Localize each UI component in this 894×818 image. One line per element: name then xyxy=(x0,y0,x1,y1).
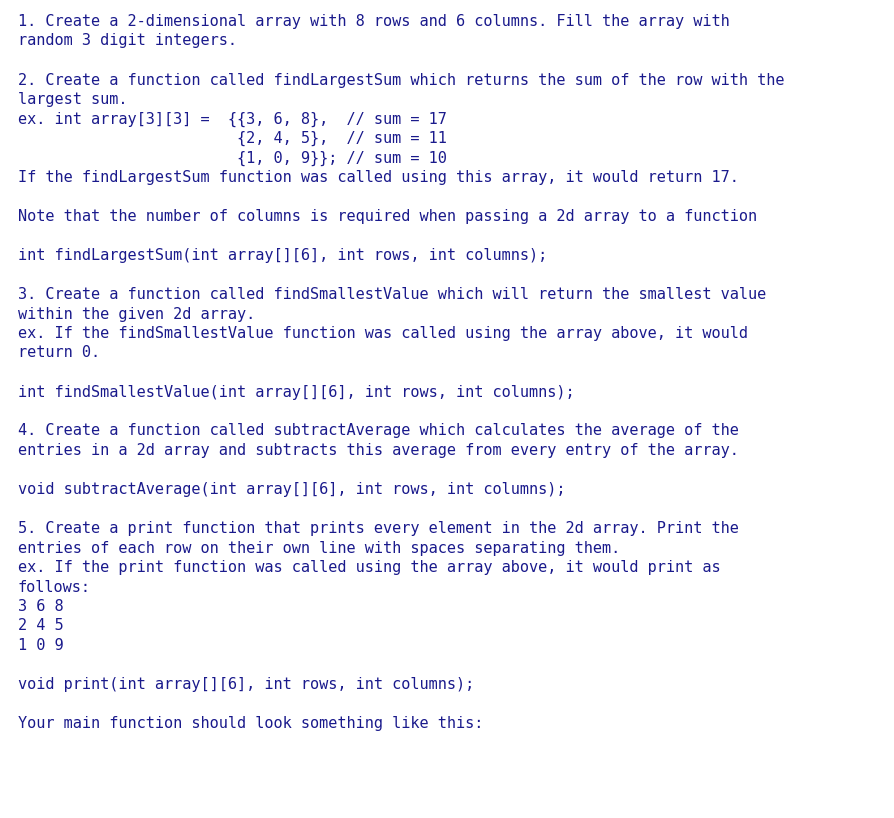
Text: 2 4 5: 2 4 5 xyxy=(18,618,63,633)
Text: If the findLargestSum function was called using this array, it would return 17.: If the findLargestSum function was calle… xyxy=(18,170,738,185)
Text: int findLargestSum(int array[][6], int rows, int columns);: int findLargestSum(int array[][6], int r… xyxy=(18,248,546,263)
Text: entries in a 2d array and subtracts this average from every entry of the array.: entries in a 2d array and subtracts this… xyxy=(18,443,738,458)
Text: Your main function should look something like this:: Your main function should look something… xyxy=(18,716,483,731)
Text: return 0.: return 0. xyxy=(18,345,100,361)
Text: within the given 2d array.: within the given 2d array. xyxy=(18,307,255,321)
Text: follows:: follows: xyxy=(18,579,91,595)
Text: 3 6 8: 3 6 8 xyxy=(18,599,63,614)
Text: ex. int array[3][3] =  {{3, 6, 8},  // sum = 17: ex. int array[3][3] = {{3, 6, 8}, // sum… xyxy=(18,111,446,127)
Text: {2, 4, 5},  // sum = 11: {2, 4, 5}, // sum = 11 xyxy=(18,131,446,146)
Text: 1. Create a 2-dimensional array with 8 rows and 6 columns. Fill the array with: 1. Create a 2-dimensional array with 8 r… xyxy=(18,14,729,29)
Text: 4. Create a function called subtractAverage which calculates the average of the: 4. Create a function called subtractAver… xyxy=(18,424,738,438)
Text: ex. If the print function was called using the array above, it would print as: ex. If the print function was called usi… xyxy=(18,560,720,575)
Text: largest sum.: largest sum. xyxy=(18,92,127,107)
Text: {1, 0, 9}}; // sum = 10: {1, 0, 9}}; // sum = 10 xyxy=(18,151,446,166)
Text: 3. Create a function called findSmallestValue which will return the smallest val: 3. Create a function called findSmallest… xyxy=(18,287,765,302)
Text: int findSmallestValue(int array[][6], int rows, int columns);: int findSmallestValue(int array[][6], in… xyxy=(18,384,574,399)
Text: void print(int array[][6], int rows, int columns);: void print(int array[][6], int rows, int… xyxy=(18,677,474,692)
Text: Note that the number of columns is required when passing a 2d array to a functio: Note that the number of columns is requi… xyxy=(18,209,756,224)
Text: void subtractAverage(int array[][6], int rows, int columns);: void subtractAverage(int array[][6], int… xyxy=(18,482,565,497)
Text: ex. If the findSmallestValue function was called using the array above, it would: ex. If the findSmallestValue function wa… xyxy=(18,326,747,341)
Text: random 3 digit integers.: random 3 digit integers. xyxy=(18,34,237,48)
Text: 5. Create a print function that prints every element in the 2d array. Print the: 5. Create a print function that prints e… xyxy=(18,521,738,536)
Text: 2. Create a function called findLargestSum which returns the sum of the row with: 2. Create a function called findLargestS… xyxy=(18,73,784,88)
Text: 1 0 9: 1 0 9 xyxy=(18,638,63,653)
Text: entries of each row on their own line with spaces separating them.: entries of each row on their own line wi… xyxy=(18,541,620,555)
